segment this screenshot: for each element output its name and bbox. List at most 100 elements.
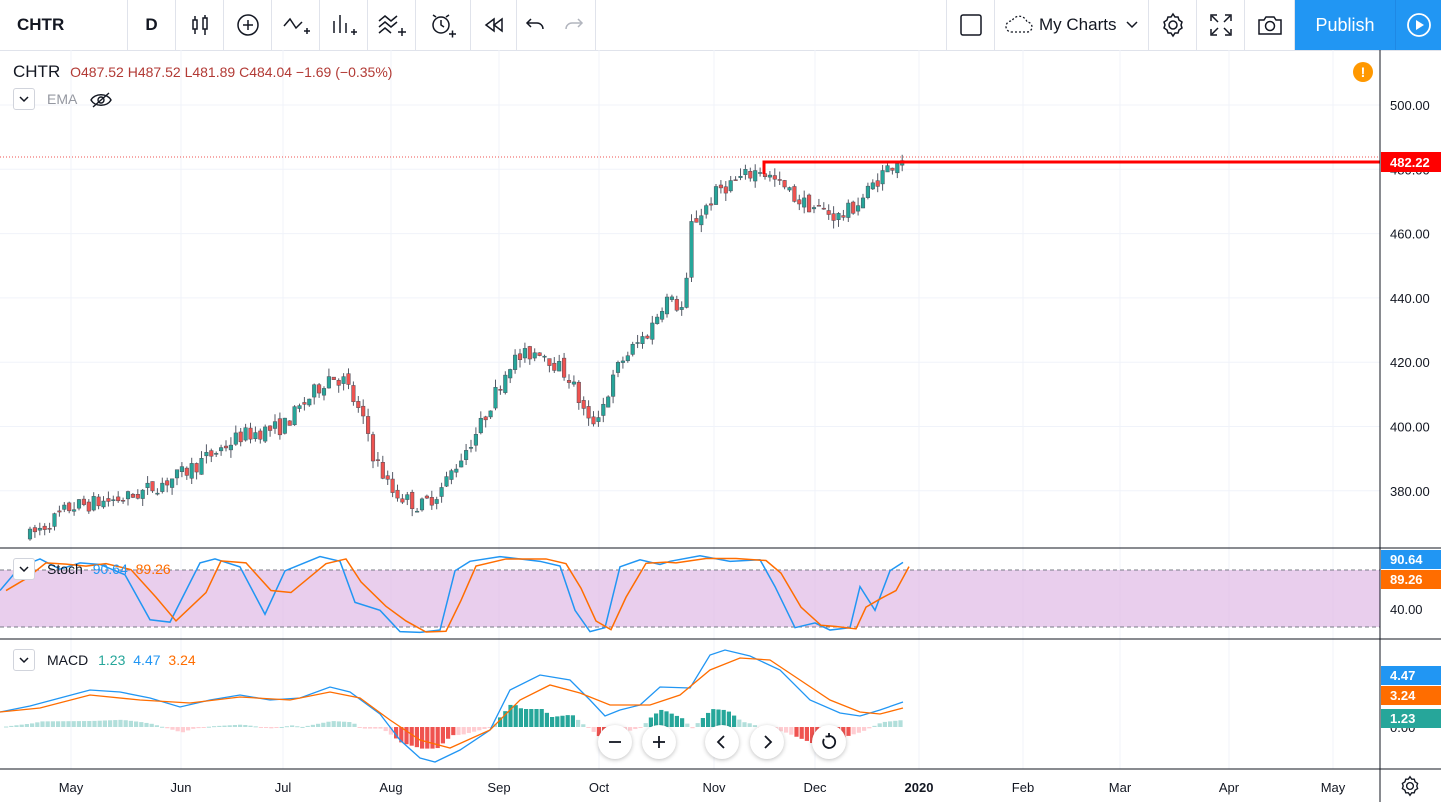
candle-body — [655, 316, 660, 324]
candle-body — [302, 402, 307, 405]
zoom-in-button[interactable] — [642, 725, 676, 759]
alert-button[interactable] — [416, 0, 471, 50]
replay-button[interactable] — [471, 0, 517, 50]
eye-off-icon[interactable] — [90, 92, 113, 108]
layout-button[interactable] — [946, 0, 995, 50]
chart-canvas[interactable]: May Jun Jul Aug Sep Oct Nov Dec 2020 Feb Mar Apr May… — [0, 50, 1441, 802]
macd-histogram-bar — [388, 727, 393, 735]
stoch-d-value: 89.26 — [135, 561, 171, 577]
macd-signal-axis-label: 3.24 — [1390, 688, 1416, 703]
macd-histogram-bar — [368, 727, 373, 729]
macd-histogram-bar — [446, 727, 451, 739]
redo-button[interactable] — [553, 0, 596, 50]
candle-body — [464, 450, 469, 460]
candle-body — [620, 360, 625, 363]
compare-button[interactable] — [224, 0, 272, 50]
candle-body — [772, 175, 777, 180]
macd-histogram-bar — [461, 727, 466, 735]
candle-body — [326, 376, 331, 389]
close-label: C — [239, 64, 250, 80]
symbol-search[interactable]: CHTR — [0, 0, 128, 50]
candle-body — [821, 207, 826, 210]
stream-button[interactable] — [1396, 0, 1441, 50]
macd-histogram-bar — [794, 727, 799, 737]
legend-collapse-button[interactable] — [13, 88, 35, 110]
candle-body — [488, 410, 493, 418]
candle-body — [689, 221, 694, 278]
ema-legend[interactable]: EMA — [47, 91, 113, 108]
time-axis-label: Feb — [1012, 780, 1034, 795]
macd-histogram-bar — [893, 720, 898, 727]
candle-body — [91, 496, 96, 511]
horizontal-level-line — [762, 160, 1380, 174]
candle-body — [586, 406, 591, 419]
macd-histogram-bar — [414, 727, 419, 748]
macd-histogram-bar — [76, 721, 81, 727]
candle-body — [650, 322, 655, 340]
scroll-right-button[interactable] — [750, 725, 784, 759]
macd-histogram-bar — [274, 727, 279, 728]
financials-button[interactable] — [320, 0, 368, 50]
candle-body — [199, 458, 204, 475]
macd-histogram-bar — [217, 725, 222, 727]
macd-histogram-bar — [742, 722, 747, 727]
axis-settings-button[interactable] — [1399, 775, 1421, 802]
candle-body — [846, 202, 851, 218]
snapshot-button[interactable] — [1245, 0, 1295, 50]
macd-histogram-bar — [732, 715, 737, 727]
stoch-collapse-button[interactable] — [13, 558, 35, 580]
candle-body — [317, 384, 322, 394]
macd-histogram-bar — [331, 721, 336, 727]
candle-body — [125, 491, 131, 500]
candle-body — [135, 494, 140, 499]
macd-histogram-bar — [14, 725, 19, 727]
candle-body — [444, 476, 449, 487]
macd-histogram-bar — [264, 727, 269, 728]
chart-area[interactable]: May Jun Jul Aug Sep Oct Nov Dec 2020 Feb Mar Apr May… — [0, 50, 1441, 802]
macd-histogram-bar — [212, 726, 217, 728]
zoom-out-button[interactable] — [598, 725, 632, 759]
macd-histogram-bar — [539, 709, 544, 727]
candle-body — [473, 434, 478, 446]
fullscreen-button[interactable] — [1197, 0, 1245, 50]
candle-body — [214, 453, 219, 455]
publish-button[interactable]: Publish — [1295, 0, 1396, 50]
macd-histogram-bar — [882, 721, 887, 727]
macd-histogram-bar — [643, 723, 648, 727]
macd-histogram-bar — [165, 727, 170, 729]
candle-body — [459, 460, 464, 468]
macd-histogram-bar — [134, 721, 139, 727]
candle-body — [160, 482, 165, 492]
macd-histogram-bar — [560, 715, 565, 727]
candle-body — [287, 420, 292, 426]
macd-histogram-bar — [35, 722, 40, 727]
macd-histogram-bar — [633, 727, 638, 730]
undo-button[interactable] — [517, 0, 553, 50]
candle-body — [248, 427, 253, 440]
macd-histogram-bar — [518, 708, 523, 727]
chart-type-button[interactable] — [176, 0, 224, 50]
candle-body — [870, 182, 875, 190]
settings-button[interactable] — [1149, 0, 1197, 50]
my-charts-label: My Charts — [1039, 15, 1117, 34]
macd-histogram-bar — [466, 727, 471, 734]
candle-body — [566, 380, 572, 383]
templates-button[interactable] — [368, 0, 416, 50]
macd-histogram-bar — [570, 715, 575, 727]
macd-hist-axis-label: 1.23 — [1390, 711, 1415, 726]
indicators-button[interactable] — [272, 0, 320, 50]
macd-histogram-bar — [191, 727, 196, 729]
candle-body — [375, 459, 380, 461]
candle-body — [27, 528, 33, 540]
scroll-left-button[interactable] — [705, 725, 739, 759]
macd-collapse-button[interactable] — [13, 649, 35, 671]
candle-body — [728, 180, 733, 192]
candle-body — [419, 498, 425, 511]
my-charts-button[interactable]: My Charts — [995, 0, 1149, 50]
interval-button[interactable]: D — [128, 0, 176, 50]
candle-body — [258, 430, 263, 440]
macd-histogram-bar — [404, 727, 409, 745]
candle-body — [615, 362, 621, 373]
reset-chart-button[interactable] — [812, 725, 846, 759]
warning-icon[interactable]: ! — [1353, 62, 1373, 82]
